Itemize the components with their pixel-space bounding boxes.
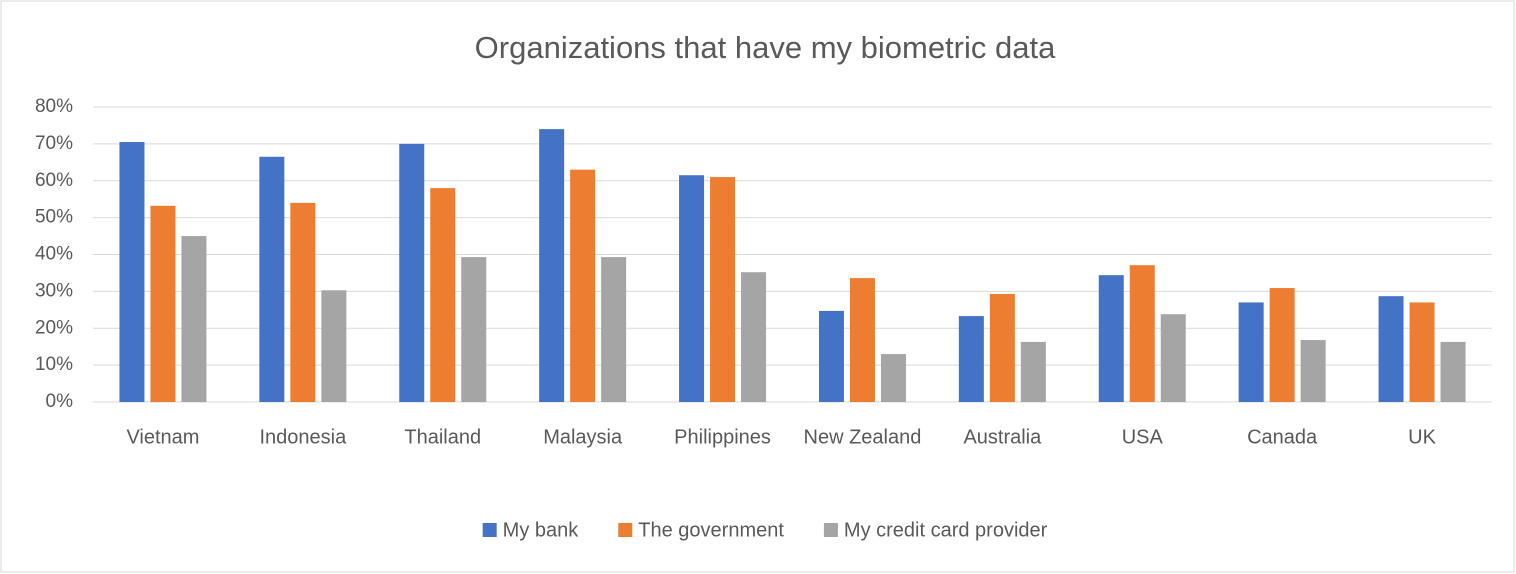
legend-label: The government <box>638 519 784 541</box>
y-tick-label: 50% <box>35 207 73 228</box>
x-tick-label: Australia <box>963 426 1042 448</box>
y-tick-label: 70% <box>35 133 73 154</box>
x-tick-label: Malaysia <box>543 426 623 448</box>
bar <box>1160 314 1186 402</box>
bar <box>849 278 875 402</box>
bar <box>461 257 487 402</box>
bar <box>1378 296 1404 402</box>
bar <box>119 142 145 402</box>
bar <box>1098 275 1124 402</box>
x-tick-label: Thailand <box>404 426 481 448</box>
bar <box>1440 341 1466 402</box>
legend-swatch <box>482 523 497 537</box>
bar <box>958 316 984 402</box>
bar <box>399 143 425 402</box>
y-tick-label: 10% <box>35 354 73 375</box>
bar <box>570 169 596 402</box>
bar <box>741 272 767 402</box>
bar <box>430 188 456 402</box>
bar <box>989 293 1015 402</box>
chart-title: Organizations that have my biometric dat… <box>475 30 1056 65</box>
y-tick-label: 20% <box>35 317 73 338</box>
y-tick-label: 80% <box>35 96 73 117</box>
x-tick-label: USA <box>1122 426 1164 448</box>
bar <box>321 290 347 402</box>
bar <box>601 257 627 402</box>
y-tick-label: 40% <box>35 244 73 265</box>
bar <box>539 129 565 402</box>
legend-label: My bank <box>503 519 580 541</box>
x-tick-label: UK <box>1408 426 1436 448</box>
legend-swatch <box>618 523 633 537</box>
bar <box>679 175 705 402</box>
bar <box>818 310 844 402</box>
x-tick-label: Philippines <box>674 426 771 448</box>
bar <box>710 177 736 402</box>
legend-swatch <box>823 523 838 537</box>
bar <box>1269 288 1295 402</box>
x-tick-label: Canada <box>1247 426 1318 448</box>
y-tick-label: 30% <box>35 280 73 301</box>
bar <box>1409 302 1435 402</box>
bar <box>181 236 207 402</box>
bar <box>1020 341 1046 402</box>
bar <box>290 202 316 402</box>
bar <box>259 156 285 402</box>
y-tick-label: 0% <box>46 391 74 412</box>
bar <box>1238 302 1264 402</box>
bar <box>150 205 176 402</box>
legend-label: My credit card provider <box>844 519 1048 541</box>
bar <box>1300 340 1326 402</box>
x-tick-label: Vietnam <box>126 426 199 448</box>
y-tick-label: 60% <box>35 170 73 191</box>
x-tick-label: Indonesia <box>259 426 347 448</box>
x-tick-label: New Zealand <box>804 426 922 448</box>
bar <box>880 354 906 402</box>
bar <box>1129 265 1155 402</box>
